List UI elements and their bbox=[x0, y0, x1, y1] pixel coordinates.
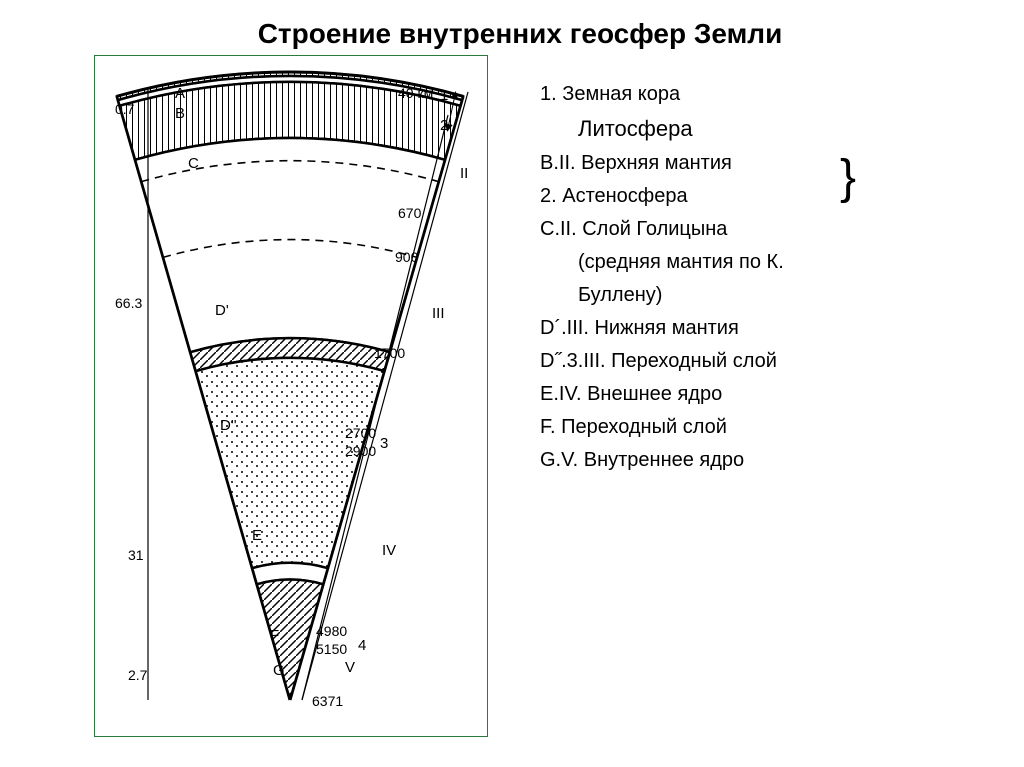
svg-text:4: 4 bbox=[358, 637, 366, 654]
svg-text:D'': D'' bbox=[220, 417, 237, 434]
svg-text:G: G bbox=[273, 662, 285, 679]
svg-text:III: III bbox=[432, 305, 445, 322]
legend-item: 1. Земная кора bbox=[540, 80, 784, 109]
svg-text:B: B bbox=[175, 105, 185, 122]
legend-item: E.IV. Внешнее ядро bbox=[540, 380, 784, 409]
legend-item: B.II. Верхняя мантия bbox=[540, 149, 784, 178]
svg-text:C: C bbox=[188, 155, 199, 172]
svg-text:66.3: 66.3 bbox=[115, 295, 142, 311]
legend-item: Буллену) bbox=[540, 281, 784, 310]
svg-text:II: II bbox=[460, 165, 468, 182]
svg-text:IV: IV bbox=[382, 542, 396, 559]
legend-item: Литосфера bbox=[540, 113, 784, 145]
svg-text:V: V bbox=[345, 659, 355, 676]
svg-text:F: F bbox=[270, 627, 279, 644]
earth-section-diagram: 40 км 670 900 1700 2700 2900 4980 5150 6371 AB C D'… bbox=[0, 0, 1024, 767]
svg-text:4980: 4980 bbox=[316, 623, 347, 639]
svg-text:670: 670 bbox=[398, 205, 422, 221]
svg-text:E: E bbox=[252, 527, 262, 544]
svg-text:D': D' bbox=[215, 302, 229, 319]
svg-text:2700: 2700 bbox=[345, 425, 376, 441]
legend-brace: } bbox=[840, 150, 856, 205]
svg-text:2900: 2900 bbox=[345, 443, 376, 459]
legend-item: C.II. Слой Голицына bbox=[540, 215, 784, 244]
svg-text:900: 900 bbox=[395, 249, 419, 265]
svg-text:1700: 1700 bbox=[374, 345, 405, 361]
legend-item: F. Переходный слой bbox=[540, 413, 784, 442]
legend-item: D˝.3.III. Переходный слой bbox=[540, 347, 784, 376]
legend-item: D´.III. Нижняя мантия bbox=[540, 314, 784, 343]
svg-text:6371: 6371 bbox=[312, 693, 343, 709]
svg-text:2: 2 bbox=[440, 117, 448, 134]
svg-text:0.7: 0.7 bbox=[115, 101, 135, 117]
legend-item: 2. Астеносфера bbox=[540, 182, 784, 211]
svg-text:A: A bbox=[175, 85, 185, 102]
legend-block: 1. Земная кора Литосфера B.II. Верхняя ман… bbox=[540, 80, 784, 479]
legend-item: G.V. Внутреннее ядро bbox=[540, 446, 784, 475]
svg-text:5150: 5150 bbox=[316, 641, 347, 657]
svg-text:31: 31 bbox=[128, 547, 144, 563]
svg-text:2.7: 2.7 bbox=[128, 667, 148, 683]
svg-text:40 км: 40 км bbox=[398, 85, 433, 101]
svg-text:3: 3 bbox=[380, 435, 388, 452]
legend-item: (средняя мантия по К. bbox=[540, 248, 784, 277]
svg-text:1: 1 bbox=[440, 87, 448, 104]
